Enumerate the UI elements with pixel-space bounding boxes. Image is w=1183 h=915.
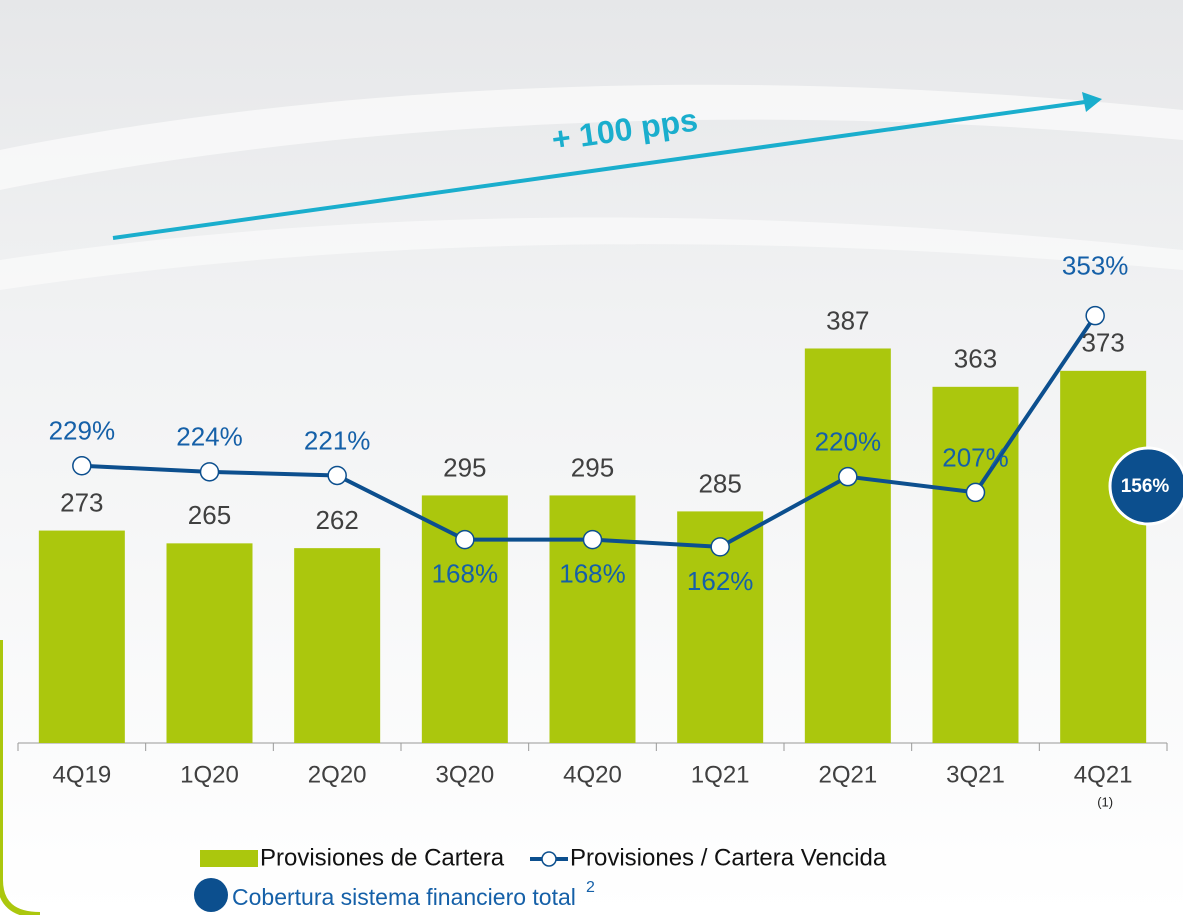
x-tick-label: 2Q20 xyxy=(308,761,367,788)
trend-arrow xyxy=(112,100,1086,240)
bar-value-label: 262 xyxy=(315,505,358,535)
bar xyxy=(1060,370,1147,743)
line-marker xyxy=(72,456,92,476)
bar xyxy=(38,530,125,743)
line-marker xyxy=(838,466,858,487)
legend-bubble xyxy=(194,878,228,912)
line-value-label: 168% xyxy=(432,559,499,589)
bar xyxy=(932,386,1019,743)
x-tick-note: (1) xyxy=(1097,794,1113,809)
bar xyxy=(294,548,381,743)
line-marker xyxy=(965,482,986,503)
x-tick-label: 3Q21 xyxy=(946,761,1005,788)
line-value-label: 220% xyxy=(815,427,882,457)
x-tick-label: 4Q21 xyxy=(1074,761,1133,788)
line-value-label: 207% xyxy=(942,442,1009,472)
x-tick-label: 4Q20 xyxy=(563,761,622,788)
legend-label: Provisiones / Cartera Vencida xyxy=(570,844,887,871)
line-marker xyxy=(455,529,475,550)
x-tick-label: 1Q21 xyxy=(691,761,750,788)
trend-arrowhead xyxy=(1082,92,1102,112)
legend-marker xyxy=(541,851,557,867)
legend-label: Cobertura sistema financiero total xyxy=(232,884,576,910)
line-marker xyxy=(710,537,730,557)
x-tick-label: 1Q20 xyxy=(180,761,239,788)
x-tick-label: 4Q19 xyxy=(52,761,111,788)
line-value-label: 224% xyxy=(176,422,243,452)
line-value-label: 229% xyxy=(49,416,116,446)
x-tick-label: 3Q20 xyxy=(435,761,494,788)
bar-value-label: 273 xyxy=(60,487,103,517)
callout-label: 156% xyxy=(1121,476,1170,497)
legend-note: 2 xyxy=(586,879,595,896)
bar-value-label: 295 xyxy=(571,452,614,482)
bar-value-label: 295 xyxy=(443,452,486,482)
bar-value-label: 285 xyxy=(698,468,741,498)
bar xyxy=(166,543,253,743)
line-value-label: 162% xyxy=(687,566,754,596)
legend-label: Provisiones de Cartera xyxy=(260,844,505,871)
swoosh xyxy=(0,84,1183,190)
callout-bubble xyxy=(1108,446,1183,526)
x-tick-label: 2Q21 xyxy=(818,761,877,788)
line-value-label: 221% xyxy=(304,425,371,455)
line-value-label: 168% xyxy=(559,559,626,589)
legend-swatch xyxy=(200,850,258,867)
bar-value-label: 265 xyxy=(188,500,231,530)
line-marker xyxy=(1085,305,1105,326)
line-marker xyxy=(327,465,347,486)
bar-value-label: 387 xyxy=(826,305,869,335)
line-value-label: 353% xyxy=(1062,251,1129,281)
swoosh xyxy=(0,217,1183,290)
bar-value-label: 373 xyxy=(1081,328,1124,358)
bar xyxy=(804,348,891,743)
line-marker xyxy=(199,462,220,482)
bar-value-label: 363 xyxy=(954,344,997,374)
line-marker xyxy=(582,529,603,550)
